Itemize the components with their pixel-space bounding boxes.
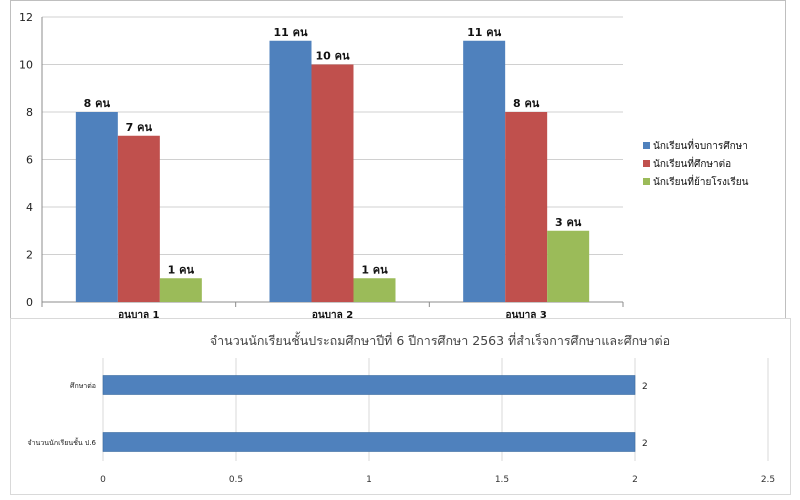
legend-label: นักเรียนที่ย้ายโรงเรียน	[653, 174, 749, 188]
bar	[75, 112, 118, 302]
x-category-label: อนุบาล 1	[118, 310, 159, 321]
data-label: 10 คน	[315, 50, 349, 63]
bar	[269, 40, 312, 302]
x-tick-label: 2.5	[761, 475, 775, 485]
y-tick-label: 4	[26, 201, 33, 214]
chart-title: จำนวนนักเรียนชั้นประถมศึกษาปีที่ 6 ปีการ…	[210, 331, 670, 348]
y-tick-label: 10	[19, 59, 33, 72]
bar	[463, 40, 506, 302]
y-tick-label: 2	[26, 249, 33, 262]
x-tick-label: 0.5	[229, 475, 243, 485]
y-tick-label: 6	[26, 154, 33, 167]
data-label: 11 คน	[273, 26, 307, 39]
legend-label: นักเรียนที่จบการศึกษา	[653, 138, 748, 152]
bar	[311, 64, 354, 302]
legend-swatch	[643, 142, 650, 149]
data-label: 2	[642, 439, 648, 449]
chart-frame	[10, 318, 791, 495]
data-label: 11 คน	[467, 26, 501, 39]
bar	[547, 230, 590, 302]
bar	[353, 278, 396, 302]
data-label: 7 คน	[126, 121, 153, 134]
legend-swatch	[643, 160, 650, 167]
data-label: 2	[642, 382, 648, 392]
y-category-label: จำนวนนักเรียนชั้น ป.6	[28, 436, 97, 447]
x-category-label: อนุบาล 3	[505, 310, 546, 321]
bar	[505, 112, 548, 302]
data-label: 8 คน	[513, 97, 540, 110]
y-category-label: ศึกษาต่อ	[70, 381, 96, 390]
data-label: 3 คน	[555, 216, 582, 229]
data-label: 1 คน	[168, 263, 195, 276]
legend-swatch	[643, 178, 650, 185]
y-tick-label: 0	[26, 296, 33, 309]
data-label: 1 คน	[361, 263, 388, 276]
y-tick-label: 8	[26, 106, 33, 119]
legend-label: นักเรียนที่ศึกษาต่อ	[653, 156, 731, 170]
grouped-bar-chart: 0 2 4 6 8 10 12 8 คน 11 คน 11 คน 7 คน 10 คน 8 คน 1 คน…	[10, 0, 786, 327]
bar	[102, 432, 636, 452]
x-tick-label: 2	[632, 475, 638, 485]
bar	[102, 375, 636, 395]
x-tick-label: 1	[366, 475, 372, 485]
bar	[117, 135, 160, 302]
data-label: 8 คน	[84, 97, 111, 110]
x-tick-label: 0	[100, 475, 106, 485]
bar	[159, 278, 202, 302]
y-tick-label: 12	[19, 11, 33, 24]
x-tick-label: 1.5	[495, 475, 509, 485]
x-category-label: อนุบาล 2	[312, 310, 353, 321]
horizontal-bar-chart: จำนวนนักเรียนชั้นประถมศึกษาปีที่ 6 ปีการ…	[10, 318, 791, 495]
